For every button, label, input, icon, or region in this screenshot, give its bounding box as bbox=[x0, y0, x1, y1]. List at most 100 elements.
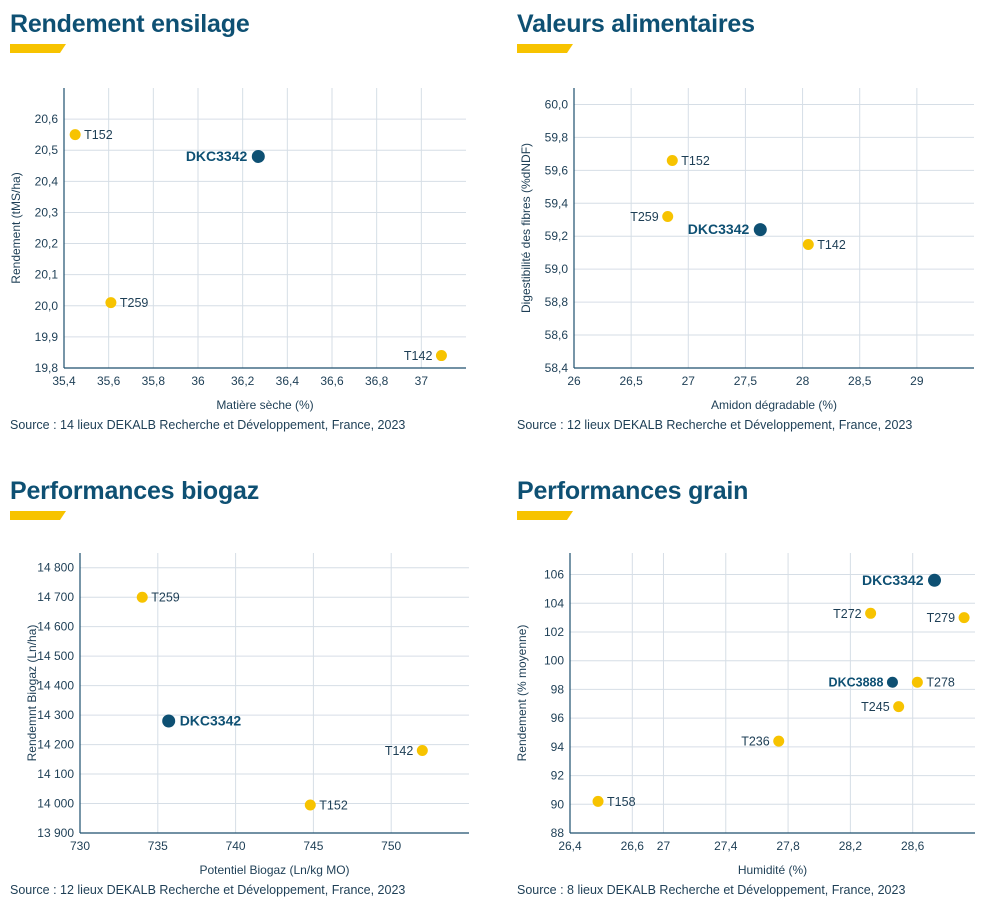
x-tick-label: 29 bbox=[910, 374, 924, 388]
point-label-dkc3342: DKC3342 bbox=[688, 221, 750, 237]
y-tick-label: 13 900 bbox=[37, 826, 74, 840]
point-label-t142: T142 bbox=[385, 744, 414, 758]
x-tick-label: 35,4 bbox=[52, 374, 76, 388]
y-axis-label: Rendement (% moyenne) bbox=[515, 625, 529, 762]
x-tick-label: 35,8 bbox=[142, 374, 166, 388]
data-point-t272 bbox=[865, 607, 877, 619]
y-tick-label: 106 bbox=[544, 568, 564, 582]
chart-source: Source : 14 lieux DEKALB Recherche et Dé… bbox=[10, 418, 406, 432]
point-label-t142: T142 bbox=[817, 238, 846, 252]
x-tick-label: 735 bbox=[148, 839, 168, 853]
x-axis-label: Matière sèche (%) bbox=[216, 398, 313, 412]
y-tick-label: 19,8 bbox=[35, 361, 59, 375]
y-tick-label: 59,4 bbox=[545, 196, 569, 210]
data-point-t158 bbox=[592, 795, 604, 807]
x-tick-label: 740 bbox=[226, 839, 246, 853]
y-tick-label: 20,1 bbox=[35, 268, 59, 282]
data-point-t245 bbox=[893, 701, 905, 713]
x-tick-label: 27,4 bbox=[714, 839, 738, 853]
point-label-t259: T259 bbox=[630, 210, 659, 224]
point-label-t245: T245 bbox=[861, 700, 890, 714]
panel-valeurs-alimentaires: Valeurs alimentaires 58,4 58,6 58,8 59,0 59,… bbox=[507, 0, 997, 440]
data-point-dkc3342 bbox=[251, 149, 265, 163]
data-point-dkc3342 bbox=[162, 714, 176, 728]
x-tick-label: 36,8 bbox=[365, 374, 389, 388]
x-tick-label: 37 bbox=[415, 374, 429, 388]
data-point-dkc3342 bbox=[753, 223, 767, 237]
y-tick-label: 14 000 bbox=[37, 797, 74, 811]
data-point-t152 bbox=[69, 129, 81, 141]
chart-title: Valeurs alimentaires bbox=[517, 10, 755, 38]
y-tick-label: 88 bbox=[551, 826, 565, 840]
y-tick-label: 58,4 bbox=[545, 361, 569, 375]
x-tick-label: 27 bbox=[657, 839, 671, 853]
chart-title: Performances biogaz bbox=[10, 477, 260, 505]
data-point-t259 bbox=[105, 297, 117, 309]
title-accent-bar bbox=[10, 511, 66, 520]
y-tick-label: 100 bbox=[544, 654, 564, 668]
point-label-dkc3342: DKC3342 bbox=[186, 148, 248, 164]
y-tick-label: 20,5 bbox=[35, 143, 59, 157]
panel-rendement-ensilage: Rendement ensilage 19,8 19,9 20,0 20,1 20,2 2… bbox=[0, 0, 490, 440]
y-tick-label: 20,0 bbox=[35, 299, 59, 313]
y-tick-label: 104 bbox=[544, 596, 564, 610]
y-tick-label: 14 700 bbox=[37, 590, 74, 604]
y-tick-label: 58,6 bbox=[545, 328, 569, 342]
y-tick-label: 14 600 bbox=[37, 620, 74, 634]
panel-performances-biogaz: Performances biogaz 13 900 14 000 14 100 14… bbox=[0, 467, 490, 907]
y-tick-label: 14 100 bbox=[37, 767, 74, 781]
scatter-plot: 88 90 92 94 96 98 100 102 104 106 26,4 26,6 27 27,4 27… bbox=[515, 553, 975, 877]
y-tick-label: 14 400 bbox=[37, 679, 74, 693]
x-axis-label: Potentiel Biogaz (Ln/kg MO) bbox=[199, 863, 349, 877]
point-label-t152: T152 bbox=[319, 799, 348, 813]
y-tick-label: 20,3 bbox=[35, 205, 59, 219]
data-point-dkc3888 bbox=[886, 676, 898, 688]
title-accent-bar bbox=[517, 44, 573, 53]
y-tick-label: 94 bbox=[551, 740, 565, 754]
scatter-plot: 58,4 58,6 58,8 59,0 59,2 59,4 59,6 59,8 60,0 26 26… bbox=[519, 88, 974, 412]
y-tick-label: 102 bbox=[544, 625, 564, 639]
point-label-t158: T158 bbox=[607, 795, 636, 809]
x-axis-label: Humidité (%) bbox=[738, 863, 807, 877]
y-tick-label: 14 300 bbox=[37, 708, 74, 722]
x-tick-label: 26,4 bbox=[558, 839, 582, 853]
point-label-t152: T152 bbox=[681, 154, 710, 168]
x-tick-label: 745 bbox=[303, 839, 323, 853]
x-tick-label: 27,5 bbox=[734, 374, 758, 388]
data-point-t259 bbox=[136, 591, 148, 603]
y-tick-label: 92 bbox=[551, 769, 565, 783]
data-point-t278 bbox=[911, 676, 923, 688]
y-tick-label: 96 bbox=[551, 711, 565, 725]
x-tick-label: 28,2 bbox=[839, 839, 863, 853]
x-tick-label: 36 bbox=[191, 374, 205, 388]
y-tick-label: 60,0 bbox=[545, 97, 569, 111]
y-axis-label: Rendement (tMS/ha) bbox=[9, 172, 23, 283]
point-label-dkc3888: DKC3888 bbox=[829, 676, 884, 690]
y-tick-label: 59,2 bbox=[545, 229, 569, 243]
x-tick-label: 28 bbox=[796, 374, 810, 388]
data-point-t142 bbox=[416, 744, 428, 756]
chart-source: Source : 12 lieux DEKALB Recherche et Dé… bbox=[10, 883, 406, 897]
scatter-plot: 19,8 19,9 20,0 20,1 20,2 20,3 20,4 20,5 20,6 35,4… bbox=[9, 88, 466, 412]
x-tick-label: 27,8 bbox=[776, 839, 800, 853]
point-label-dkc3342: DKC3342 bbox=[180, 713, 242, 729]
title-accent-bar bbox=[517, 511, 573, 520]
y-tick-label: 20,6 bbox=[35, 112, 59, 126]
scatter-plot: 13 900 14 000 14 100 14 200 14 300 14 400 14 5… bbox=[25, 553, 469, 877]
y-tick-label: 14 500 bbox=[37, 649, 74, 663]
point-label-t278: T278 bbox=[926, 676, 955, 690]
y-tick-label: 59,0 bbox=[545, 262, 569, 276]
y-tick-label: 58,8 bbox=[545, 295, 569, 309]
x-tick-label: 36,6 bbox=[320, 374, 344, 388]
y-tick-label: 98 bbox=[551, 682, 565, 696]
point-label-t236: T236 bbox=[741, 735, 770, 749]
y-tick-label: 90 bbox=[551, 797, 565, 811]
point-label-t152: T152 bbox=[84, 128, 113, 142]
chart-source: Source : 12 lieux DEKALB Recherche et Dé… bbox=[517, 418, 913, 432]
x-tick-label: 36,2 bbox=[231, 374, 255, 388]
point-label-t272: T272 bbox=[833, 607, 862, 621]
x-tick-label: 26,6 bbox=[621, 839, 645, 853]
y-axis-label: Digestibilité des fibres (%dNDF) bbox=[519, 143, 533, 313]
chart-title: Performances grain bbox=[517, 477, 749, 505]
data-point-t152 bbox=[304, 799, 316, 811]
